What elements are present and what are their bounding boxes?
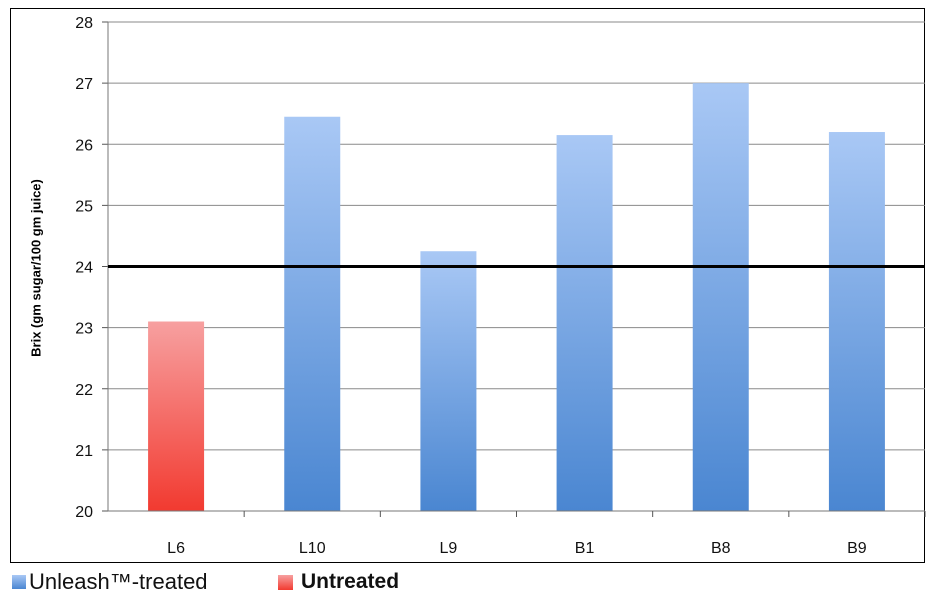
bar-l10	[284, 116, 341, 512]
bar-b1	[556, 135, 613, 512]
bars	[148, 83, 885, 512]
y-axis-title: Brix (gm sugar/100 gm juice)	[28, 179, 44, 357]
y-tick-label: 22	[75, 382, 93, 399]
y-tick-label: 27	[75, 76, 93, 93]
y-tick-label: 25	[75, 198, 93, 215]
y-tick-label: 21	[75, 443, 93, 460]
x-tick-label: L10	[299, 540, 326, 557]
x-tick-label: L6	[167, 540, 185, 557]
y-tick-label: 24	[75, 260, 93, 277]
x-tick-label: L9	[440, 540, 458, 557]
x-tick-label: B8	[711, 540, 731, 557]
legend-swatch-untreated	[278, 574, 293, 590]
legend-swatch-treated	[12, 575, 26, 589]
y-tick-label: 23	[75, 321, 93, 338]
bar-l9	[420, 251, 477, 511]
bar-b8	[692, 83, 749, 511]
legend-item-treated: Unleash™-treated	[12, 569, 208, 595]
y-tick-label: 28	[75, 15, 93, 32]
x-tick-label: B9	[847, 540, 867, 557]
legend-item-untreated: Untreated	[278, 569, 399, 595]
legend-label-untreated: Untreated	[301, 570, 400, 593]
bar-l6	[148, 321, 205, 511]
y-tick-label: 26	[75, 137, 93, 154]
axes	[102, 21, 926, 517]
tick-labels: 20 21 22 23 24 25 26 27 28 L6 L10 L9 B1 B8 B9	[75, 15, 867, 557]
y-tick-label: 20	[75, 504, 93, 521]
bar-b9	[828, 132, 885, 511]
x-tick-label: B1	[575, 540, 595, 557]
legend-label-treated: Unleash™-treated	[29, 569, 208, 594]
